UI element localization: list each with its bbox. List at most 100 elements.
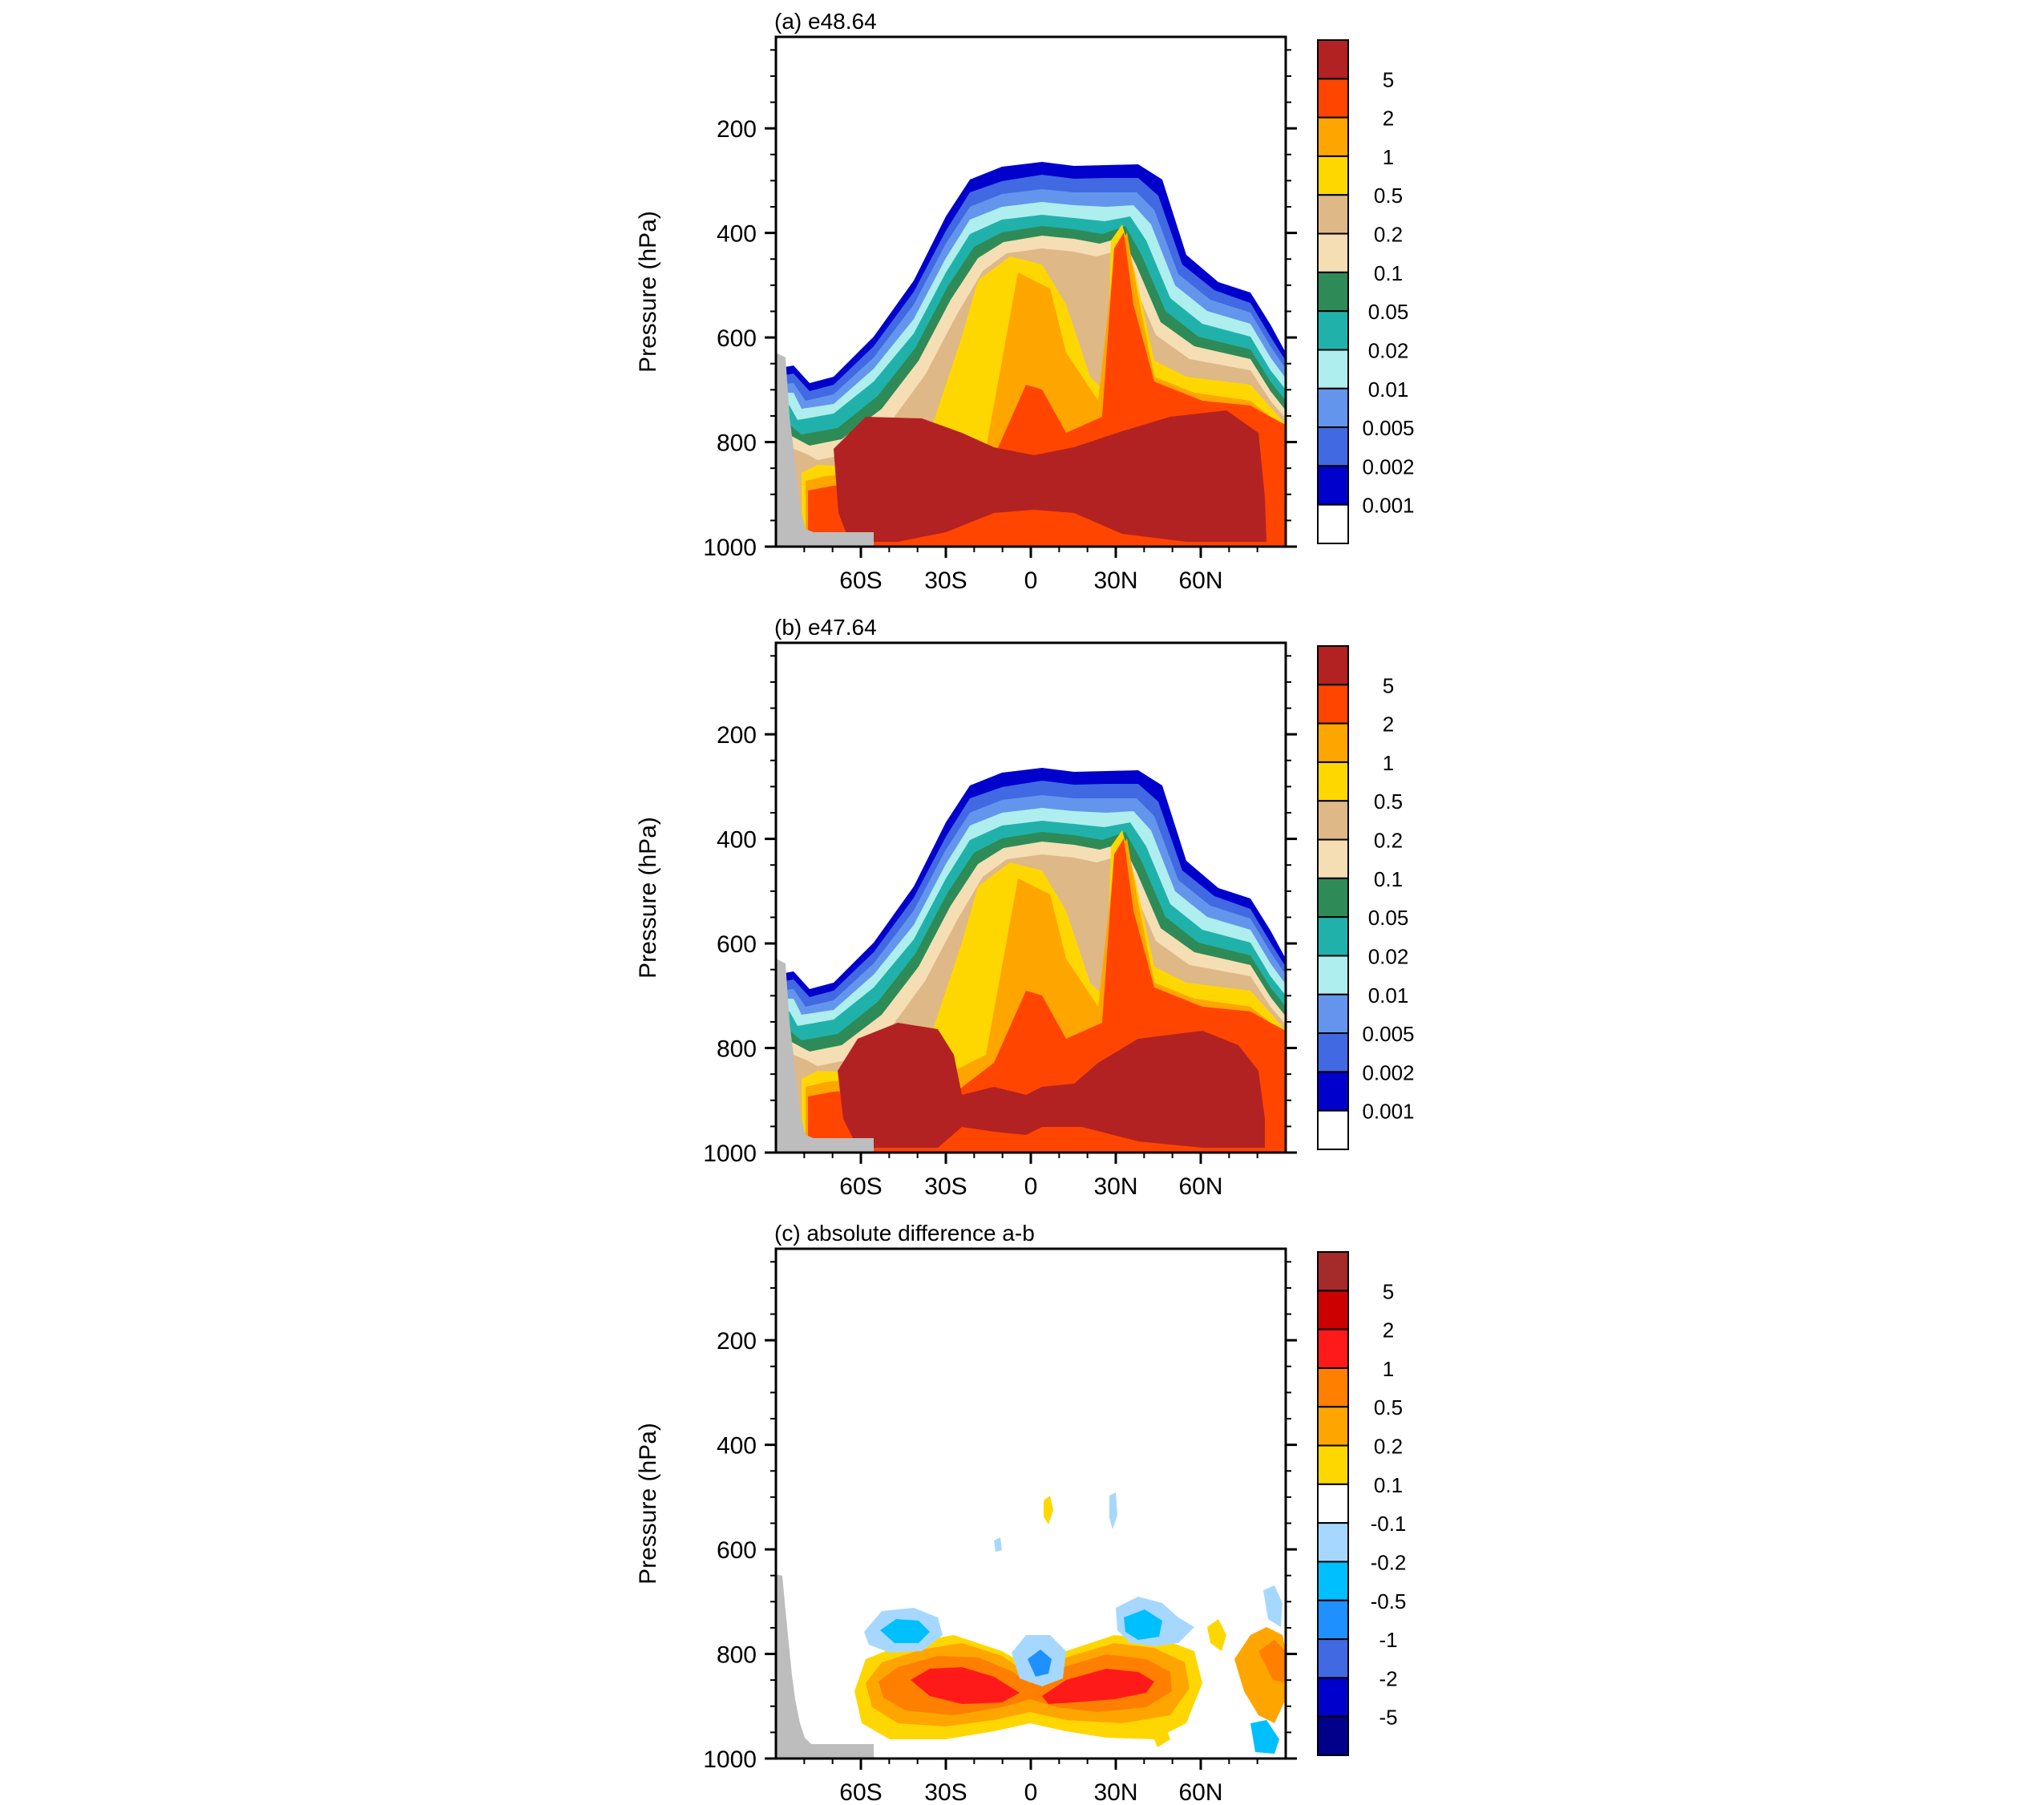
y-tick-label: 600: [717, 325, 757, 352]
y-tick-label: 800: [717, 1642, 757, 1669]
colorbar-label: 0.2: [1374, 1435, 1403, 1459]
contour-1-north: [1042, 1669, 1154, 1704]
contour-neg-0.2-sh: [880, 1619, 930, 1643]
colorbar-label: 0.005: [1362, 416, 1414, 440]
colorbar-label: 2: [1383, 713, 1394, 737]
y-axis-label: Pressure (hPa): [635, 817, 661, 979]
contour-midlat-warm-2: [1151, 1723, 1170, 1747]
colorbar-swatch: [1317, 310, 1349, 351]
colorbar-swatch: [1317, 1367, 1349, 1408]
colorbar-label: 0.001: [1362, 494, 1414, 518]
colorbar-swatch: [1317, 1071, 1349, 1112]
colorbar-label: 0.5: [1374, 1395, 1403, 1419]
x-tick-label: 30N: [1093, 1779, 1137, 1805]
colorbar-label: 0.001: [1362, 1100, 1414, 1124]
colorbar-label: 0.2: [1374, 829, 1403, 853]
colorbar-label: 5: [1383, 673, 1394, 697]
x-axis-ticks: 60S 30S 0 30N 60N: [803, 1153, 1258, 1200]
colorbar-label: 0.002: [1362, 454, 1414, 479]
colorbar-swatch: [1317, 116, 1349, 157]
colorbar-swatch: [1317, 78, 1349, 119]
colorbar: 5 2 1 0.5 0.2 0.1 0.05 0.02 0.01 0.005 0.002 0.001: [1317, 39, 1415, 545]
colorbar-label: 0.1: [1374, 867, 1403, 891]
x-tick-label: 30N: [1093, 567, 1137, 594]
colorbar-label: 0.002: [1362, 1060, 1414, 1084]
colorbar-label: -5: [1379, 1706, 1397, 1730]
colorbar-swatch: [1317, 800, 1349, 841]
colorbar-swatch: [1317, 1032, 1349, 1073]
panel-a: (a) e48.64 Pressure (hPa) 200 400: [635, 9, 1415, 594]
colorbar-swatch: [1317, 684, 1349, 725]
contour-1: [911, 1667, 1020, 1704]
contour-arctic-cool: [1250, 1720, 1279, 1754]
colorbar-swatch: [1317, 271, 1349, 313]
x-tick-label: 30N: [1093, 1173, 1137, 1200]
colorbar-swatch: [1317, 1251, 1349, 1292]
colorbar-label: -0.1: [1371, 1512, 1407, 1536]
contour-arctic-strong: [1258, 1640, 1286, 1683]
plot-area: [776, 1249, 1286, 1759]
colorbar-swatch: [1317, 1328, 1349, 1369]
colorbar-swatch: [1317, 155, 1349, 196]
y-tick-label: 400: [717, 221, 757, 248]
colorbar-label: 0.02: [1368, 338, 1409, 362]
colorbar-swatch: [1317, 1406, 1349, 1447]
colorbar-label: -1: [1379, 1628, 1397, 1652]
difference-field: [854, 1492, 1286, 1754]
colorbar-swatch: [1317, 722, 1349, 763]
panel-title: (b) e47.64: [774, 615, 877, 640]
colorbar-label: 1: [1383, 145, 1394, 169]
contour-upper-cool-2: [994, 1537, 1002, 1552]
contour-midlat-warm: [1207, 1619, 1226, 1651]
colorbar-label: 0.1: [1374, 261, 1403, 285]
colorbar-swatch: [1317, 761, 1349, 802]
contour-upper-cool: [1109, 1492, 1117, 1529]
colorbar-label: 0.05: [1368, 300, 1409, 324]
colorbar-label: 0.5: [1374, 789, 1403, 814]
y-axis-label: Pressure (hPa): [635, 1423, 661, 1585]
x-tick-label: 30S: [924, 567, 967, 594]
colorbar-label: 0.01: [1368, 378, 1409, 402]
colorbar-swatch: [1317, 1522, 1349, 1563]
x-tick-label: 0: [1024, 1173, 1038, 1200]
panel-c: (c) absolute difference a-b Pressure (hP…: [635, 1221, 1406, 1805]
y-tick-label: 1000: [703, 1746, 757, 1773]
contour-gt-5: [834, 410, 1266, 542]
x-tick-label: 0: [1024, 567, 1038, 594]
y-tick-label: 200: [717, 1328, 757, 1355]
contour-upper-warm: [1044, 1496, 1053, 1524]
x-tick-label: 30S: [924, 1779, 967, 1805]
colorbar-label: -0.5: [1371, 1589, 1407, 1613]
terrain-mask: [776, 959, 874, 1153]
colorbar-label: 0.5: [1374, 184, 1403, 208]
colorbar-swatch: [1317, 1561, 1349, 1601]
terrain-mask: [776, 353, 874, 547]
y-tick-label: 200: [717, 116, 757, 143]
x-tick-label: 60S: [839, 1173, 882, 1200]
colorbar-label: 2: [1383, 107, 1394, 131]
x-axis-ticks: 60S 30S 0 30N 60N: [803, 547, 1258, 594]
y-axis-ticks: 200 400 600 800 1000: [703, 1261, 1297, 1773]
x-axis-ticks: 60S 30S 0 30N 60N: [803, 1759, 1258, 1805]
y-axis-label: Pressure (hPa): [635, 211, 661, 373]
panel-title: (a) e48.64: [774, 9, 877, 34]
contour-neg-0.2-nh: [1124, 1609, 1162, 1640]
colorbar-label: 1: [1383, 751, 1394, 775]
colorbar-swatch: [1317, 955, 1349, 995]
colorbar-label: 0.005: [1362, 1022, 1414, 1046]
plot-area: [776, 37, 1286, 547]
x-tick-label: 0: [1024, 1779, 1038, 1805]
y-tick-label: 400: [717, 1433, 757, 1460]
y-axis-ticks: 200 400 600 800 1000: [703, 655, 1297, 1167]
colorbar-label: 0.2: [1374, 223, 1403, 247]
colorbar-swatch: [1317, 1483, 1349, 1524]
colorbar-swatch: [1317, 916, 1349, 957]
x-tick-label: 60S: [839, 1779, 882, 1805]
colorbar-swatch: [1317, 1290, 1349, 1331]
colorbar-swatch: [1317, 39, 1349, 80]
colorbar-swatch: [1317, 993, 1349, 1035]
x-tick-label: 60N: [1178, 567, 1222, 594]
terrain-mask: [776, 1574, 874, 1759]
